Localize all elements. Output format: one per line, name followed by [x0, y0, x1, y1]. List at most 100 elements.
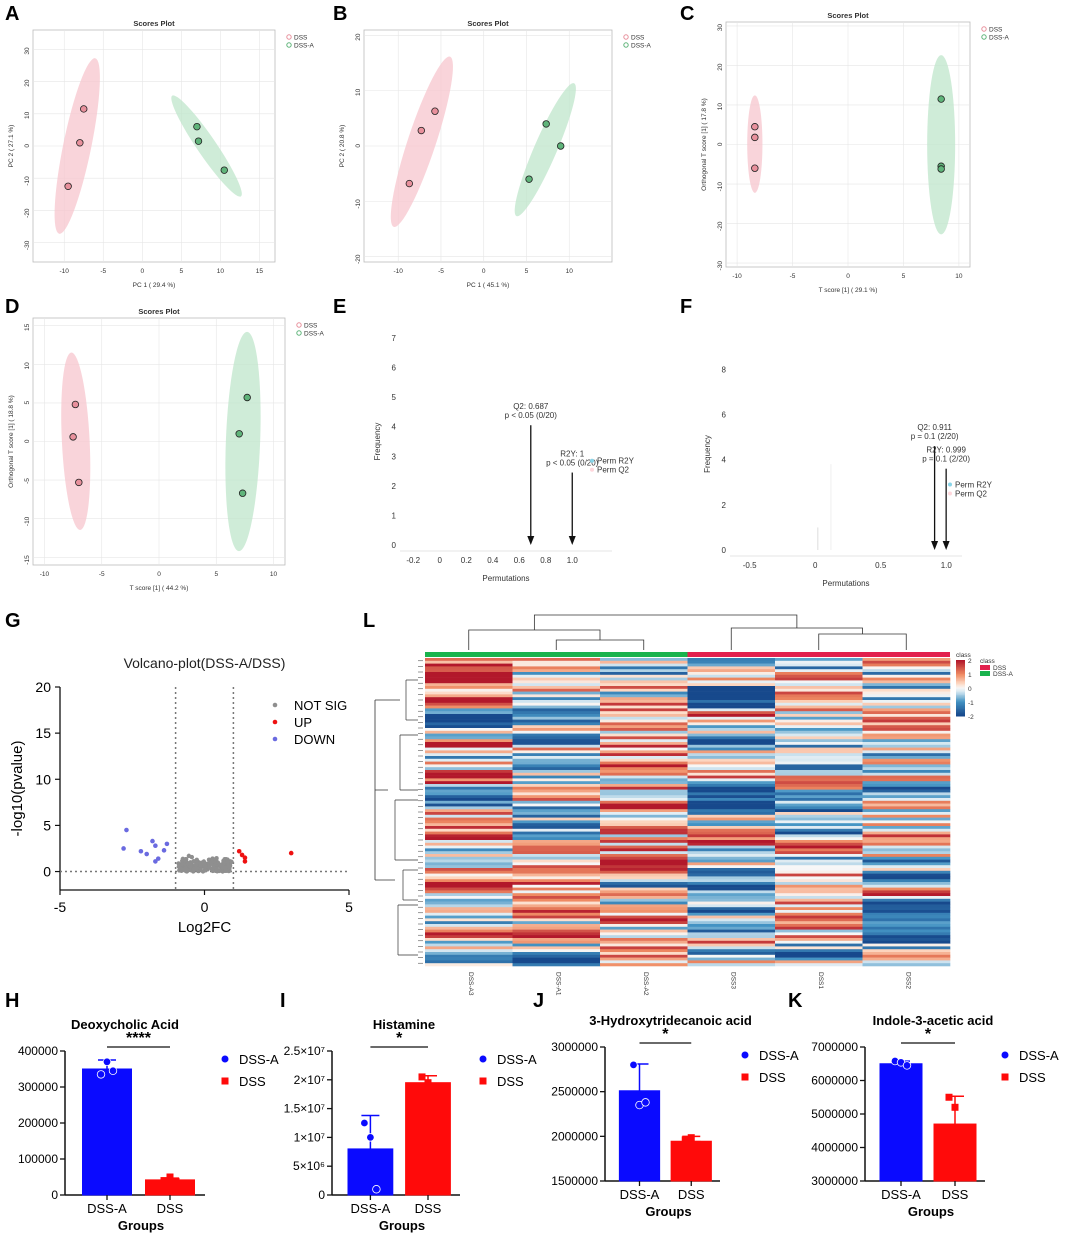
heatmap-cell: [775, 898, 863, 902]
heatmap-cell: [862, 890, 951, 894]
heatmap-cell: [600, 870, 688, 874]
y-tick-label: -20: [355, 254, 362, 264]
plot-title: Scores Plot: [138, 307, 180, 316]
panel-l-heatmap: DSS-A3 DSS-A1 DSS-A2 DSS3 DSS1 DSS2 2 1 0 -1 -2 cla…: [374, 614, 1014, 996]
y-tick-label: 2500000: [551, 1085, 598, 1099]
heatmap-cell: [425, 826, 513, 830]
colorbar-segment: [956, 686, 965, 689]
legend-label-down: DOWN: [294, 732, 335, 747]
heatmap-cell: [862, 674, 951, 678]
heatmap-cell: [512, 672, 601, 676]
heatmap-cell: [687, 764, 776, 768]
heatmap-cell: [687, 828, 776, 832]
heatmap-cell: [425, 848, 513, 852]
data-point: [160, 1177, 168, 1185]
column-label-dss2: DSS2: [904, 972, 911, 989]
heatmap-cell: [775, 691, 863, 695]
heatmap-cell: [862, 837, 951, 841]
point-up: [288, 850, 294, 856]
heatmap-cell: [775, 935, 863, 939]
heatmap-cell: [687, 915, 776, 919]
heatmap-cell: [775, 884, 863, 888]
plot-title: Deoxycholic Acid: [71, 1017, 179, 1032]
heatmap-cell: [862, 912, 951, 916]
panel-d-opls-scores: Scores Plot -10 -5 0 5 10 -15 -10 -5 0 5 10 15 T scor…: [8, 307, 325, 592]
heatmap-cell: [425, 840, 513, 844]
data-point: [629, 1060, 638, 1070]
y-tick-label: 20: [717, 63, 724, 71]
heatmap-cell: [512, 778, 601, 782]
heatmap-cell: [600, 887, 688, 891]
x-tick-label: -10: [732, 273, 742, 280]
point-not-sig: [225, 859, 231, 865]
heatmap-cell: [775, 910, 863, 914]
heatmap-cell: [600, 854, 688, 858]
x-tick-label: 1.0: [567, 556, 579, 565]
legend-label-dss: DSS: [989, 27, 1003, 34]
heatmap-cell: [862, 898, 951, 902]
heatmap-cell: [425, 764, 513, 768]
point-dss: [751, 133, 759, 142]
heatmap-cell: [600, 714, 688, 718]
y-tick-label: 5: [24, 401, 31, 405]
heatmap-cell: [425, 949, 513, 953]
heatmap-cell: [775, 711, 863, 715]
heatmap-cell: [600, 660, 688, 664]
heatmap-cell: [600, 744, 688, 748]
heatmap-cell: [687, 739, 776, 743]
colorbar-tick: 1: [968, 672, 972, 679]
colorbar-segment: [956, 664, 965, 667]
heatmap-cell: [862, 767, 951, 771]
point-dss-a: [937, 165, 945, 173]
colorbar-segment: [956, 696, 965, 699]
heatmap-cell: [775, 876, 863, 880]
legend-swatch-dss-a: [980, 671, 990, 676]
heatmap-cell: [600, 918, 688, 922]
legend-marker-dss-a: [981, 34, 987, 40]
heatmap-cell: [775, 845, 863, 849]
heatmap-cell: [512, 764, 601, 768]
data-point: [172, 1177, 180, 1185]
heatmap-cell: [600, 954, 688, 958]
colorbar-segment: [956, 683, 965, 686]
heatmap-cell: [425, 691, 513, 695]
heatmap-cell: [687, 893, 776, 897]
heatmap-cell: [425, 915, 513, 919]
point-dss-a: [238, 489, 247, 497]
heatmap-cell: [862, 786, 951, 790]
heatmap-cell: [775, 963, 863, 967]
heatmap-cell: [512, 887, 601, 891]
heatmap-cell: [512, 845, 601, 849]
heatmap-cell: [512, 856, 601, 860]
heatmap-cell: [862, 680, 951, 684]
point-dss: [71, 400, 80, 409]
y-tick-label: -5: [24, 478, 31, 484]
heatmap-cell: [512, 935, 601, 939]
heatmap-cell: [600, 786, 688, 790]
panel-label-e: E: [333, 296, 346, 318]
y-tick-label: 5: [392, 393, 397, 402]
colorbar-segment: [956, 682, 965, 685]
heatmap-cell: [600, 828, 688, 832]
y-axis-label: -log10(pvalue): [9, 741, 26, 837]
heatmap-cell: [862, 826, 951, 830]
heatmap-cell: [775, 764, 863, 768]
confidence-ellipse-dss-a: [927, 55, 956, 235]
heatmap-cell: [425, 904, 513, 908]
data-point: [902, 1061, 912, 1070]
legend-label-dss: DSS: [239, 1074, 266, 1089]
column-class-bar: [687, 652, 775, 657]
heatmap-cell: [600, 935, 688, 939]
heatmap-cell: [862, 761, 951, 765]
heatmap-cell: [775, 725, 863, 729]
colorbar-tick: -2: [968, 714, 974, 721]
colorbar-segment: [956, 699, 965, 702]
heatmap-cell: [862, 946, 951, 950]
heatmap-cell: [512, 772, 601, 776]
x-tick-label: 10: [270, 571, 278, 578]
heatmap-cell: [775, 677, 863, 681]
point-down: [161, 848, 167, 853]
heatmap-cell: [862, 887, 951, 891]
colorbar-segment: [956, 667, 965, 669]
heatmap-cell: [775, 943, 863, 947]
